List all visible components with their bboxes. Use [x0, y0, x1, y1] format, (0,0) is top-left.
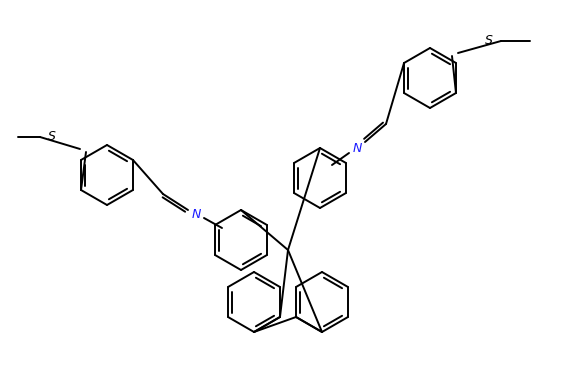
Text: S: S [485, 34, 493, 48]
Text: N: N [192, 209, 201, 221]
Text: N: N [353, 142, 362, 156]
Text: S: S [48, 130, 56, 144]
